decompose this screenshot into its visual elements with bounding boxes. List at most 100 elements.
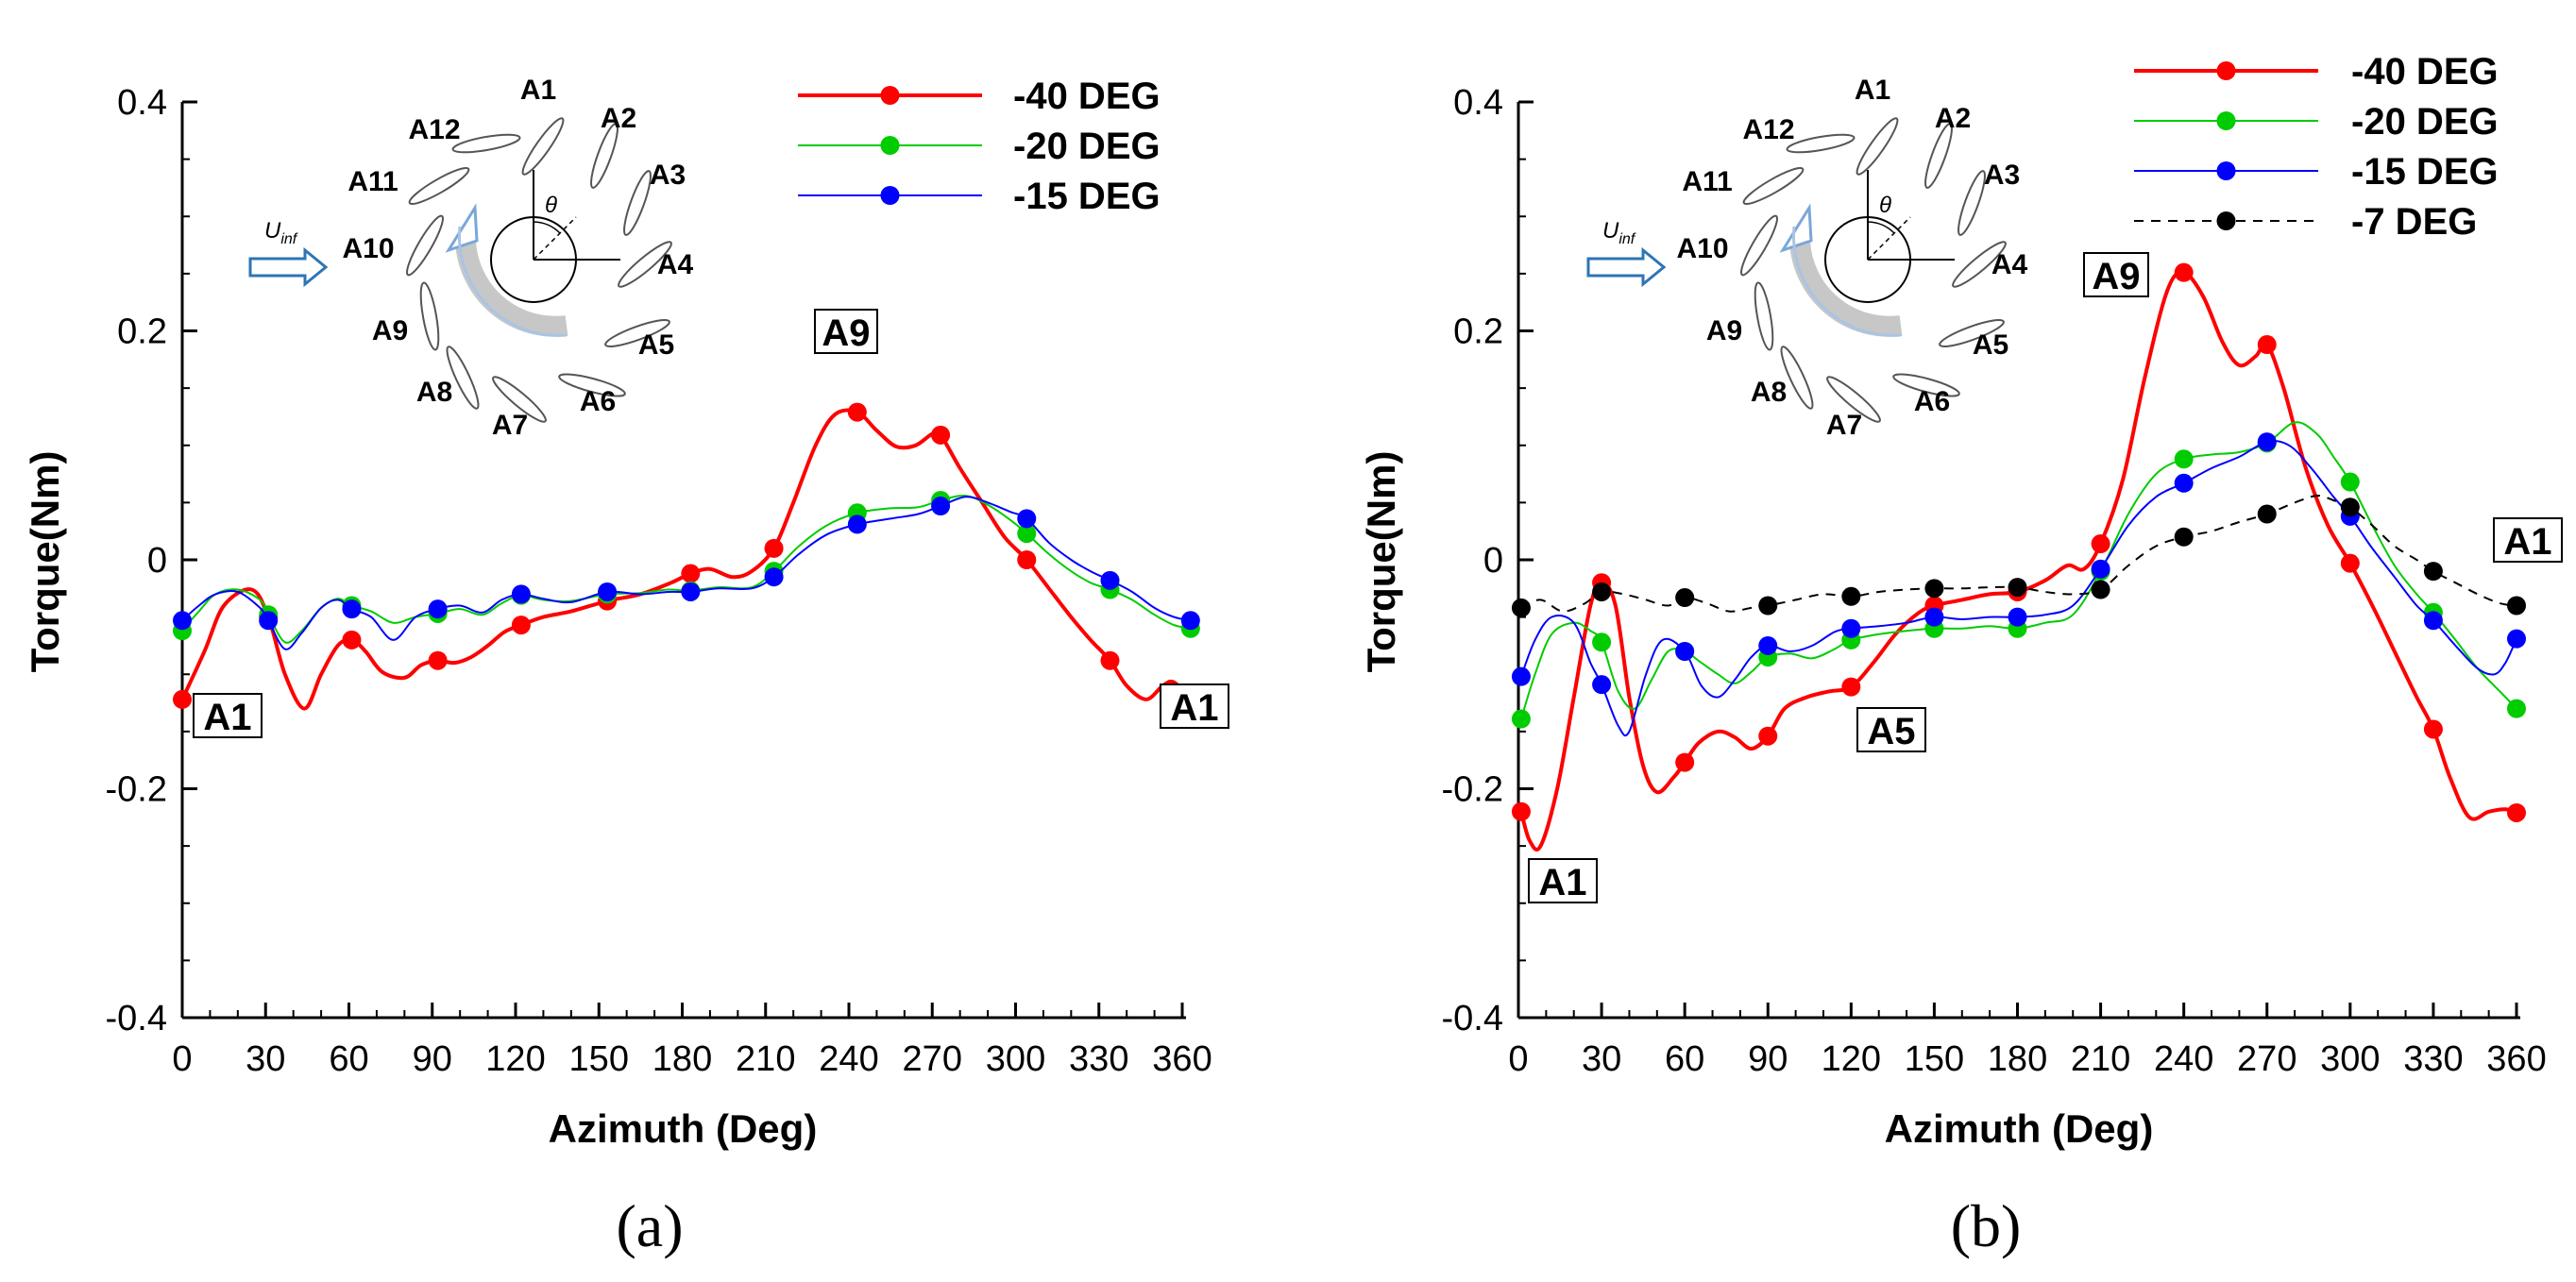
- blade-label-b-1: A1: [1855, 75, 1890, 106]
- rotation-arrowhead-a: [445, 203, 479, 253]
- x-tick-label-a: 330: [1069, 1039, 1128, 1079]
- data-point-b-3: [1758, 596, 1778, 616]
- data-point-b-0: [1841, 677, 1861, 697]
- blade-airfoil-b-5: [1939, 319, 2005, 347]
- y-tick-label-a: 0.4: [117, 83, 167, 123]
- data-point-a-0: [1017, 550, 1037, 569]
- annotation-a5-b: A5: [1856, 707, 1926, 752]
- data-point-b-2: [2507, 629, 2526, 649]
- data-point-b-1: [1592, 633, 1612, 652]
- rotor-angle-line-a: [533, 216, 577, 261]
- legend-marker-b-0: [2216, 61, 2236, 80]
- x-tick-label-b: 330: [2403, 1039, 2463, 1079]
- data-point-a-2: [173, 611, 192, 631]
- data-point-a-2: [598, 582, 618, 601]
- theta-arc-a: [533, 221, 561, 234]
- blade-label-a-11: A11: [347, 166, 398, 197]
- legend-marker-b-3: [2216, 211, 2236, 230]
- data-point-b-0: [2423, 719, 2443, 739]
- y-tick-label-a: -0.2: [106, 770, 167, 810]
- data-point-a-0: [847, 402, 867, 422]
- annotation-a1-right-b: A1: [2493, 517, 2563, 563]
- blade-airfoil-b-8: [1780, 346, 1814, 410]
- turbine-inset-diagram-a: θ A1 A2 A3 A4 A5 A6 A7 A8 A9 A10 A11 A12: [342, 75, 693, 441]
- blade-airfoil-b-7: [1826, 376, 1881, 423]
- x-tick-label-b: 210: [2071, 1039, 2130, 1079]
- blade-airfoil-b-1: [1856, 117, 1899, 176]
- data-point-a-2: [428, 599, 448, 619]
- series-line-b-0: [1518, 270, 2517, 852]
- legend-marker-b-2: [2216, 161, 2236, 180]
- legend-marker-b-1: [2216, 111, 2236, 130]
- x-tick-label-b: 90: [1748, 1039, 1788, 1079]
- rotation-arrowhead-b: [1779, 203, 1813, 253]
- blade-airfoil-b-4: [1952, 241, 2007, 288]
- blade-label-b-5: A5: [1973, 329, 2008, 361]
- legend-a: -40 DEG -20 DEG -15 DEG: [798, 76, 1161, 217]
- data-point-b-3: [1592, 582, 1612, 601]
- data-point-a-2: [342, 599, 362, 619]
- data-point-b-3: [2340, 498, 2360, 517]
- data-point-b-1: [2174, 449, 2194, 469]
- data-point-a-2: [681, 582, 701, 601]
- blade-airfoil-a-9: [419, 281, 440, 351]
- blade-airfoil-a-5: [604, 319, 670, 347]
- x-tick-label-b: 60: [1665, 1039, 1704, 1079]
- blade-label-a-7: A7: [492, 410, 528, 441]
- rotation-path-a: [458, 226, 568, 337]
- data-point-a-0: [931, 425, 951, 445]
- x-tick-label-a: 360: [1152, 1039, 1212, 1079]
- plot-area-b: -0.4 -0.2 0 0.2 0.4 0 30 60 90 120 150 180 210 240 270…: [1442, 83, 2547, 1079]
- data-point-b-2: [1592, 675, 1612, 695]
- data-point-b-1: [2507, 699, 2526, 718]
- data-point-b-2: [1841, 618, 1861, 638]
- y-axis-label-b: Torque(Nm): [1359, 451, 1403, 673]
- blade-label-a-1: A1: [520, 75, 556, 106]
- data-point-b-2: [1758, 635, 1778, 655]
- data-point-a-0: [428, 650, 448, 670]
- data-point-b-3: [2257, 504, 2277, 524]
- legend-marker-a-1: [880, 136, 900, 155]
- svg-text:A5: A5: [1867, 711, 1915, 752]
- x-tick-label-b: 270: [2237, 1039, 2296, 1079]
- blade-label-a-9: A9: [372, 315, 408, 346]
- theta-label-a: θ: [545, 193, 557, 218]
- data-point-b-2: [2174, 473, 2194, 493]
- data-point-b-3: [1924, 579, 1944, 599]
- data-point-a-2: [847, 514, 867, 534]
- x-axis-label-b: Azimuth (Deg): [1885, 1106, 2154, 1151]
- theta-label-b: θ: [1879, 193, 1891, 218]
- x-tick-label-a: 300: [986, 1039, 1045, 1079]
- x-tick-label-a: 120: [485, 1039, 545, 1079]
- annotation-a1-right-a: A1: [1160, 683, 1229, 729]
- blade-airfoil-a-11: [408, 167, 470, 205]
- data-point-b-3: [1841, 586, 1861, 606]
- x-tick-label-a: 30: [246, 1039, 285, 1079]
- annotation-a9-a: A9: [814, 309, 878, 354]
- blade-airfoil-b-12: [1786, 133, 1856, 154]
- data-point-b-3: [2507, 596, 2526, 616]
- blade-label-a-3: A3: [650, 160, 686, 191]
- svg-text:A1: A1: [1538, 862, 1586, 903]
- theta-arc-b: [1867, 221, 1895, 234]
- data-point-b-3: [1511, 598, 1531, 617]
- blade-airfoil-a-3: [623, 170, 652, 236]
- data-point-a-0: [1100, 650, 1120, 670]
- x-tick-label-b: 360: [2486, 1039, 2546, 1079]
- x-tick-label-a: 210: [736, 1039, 795, 1079]
- x-tick-label-b: 30: [1582, 1039, 1621, 1079]
- legend-label-b-3: -7 DEG: [2351, 201, 2477, 243]
- rotation-arrow-a: [455, 240, 568, 337]
- rotation-path-b: [1792, 226, 1902, 337]
- data-point-b-0: [2257, 335, 2277, 355]
- plot-area-a: -0.4 -0.2 0 0.2 0.4 0 30 60 90 120 150 180 210 240 270…: [106, 83, 1212, 1079]
- data-point-b-3: [1675, 588, 1695, 608]
- blade-airfoil-b-10: [1740, 214, 1778, 277]
- data-point-a-2: [764, 567, 784, 587]
- y-tick-label-b: -0.2: [1442, 770, 1503, 810]
- data-point-a-1: [1017, 524, 1037, 544]
- svg-text:A1: A1: [1170, 687, 1218, 729]
- panel-caption-a: (a): [616, 1192, 683, 1259]
- data-point-b-0: [2507, 802, 2526, 822]
